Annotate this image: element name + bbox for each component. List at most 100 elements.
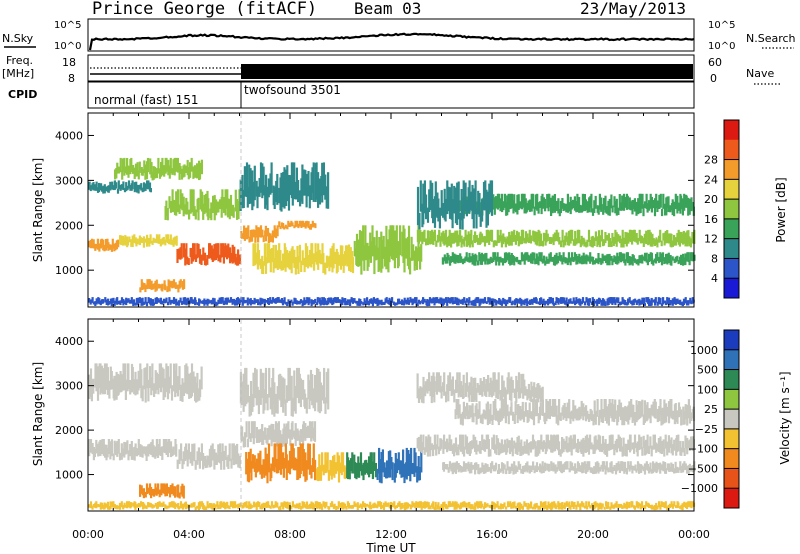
data-cell (388, 505, 391, 509)
data-cell (237, 503, 240, 509)
data-cell (439, 506, 442, 510)
cpid-segment-1: normal (fast) 151 (94, 93, 198, 107)
data-cell (583, 301, 587, 306)
data-cell (475, 297, 478, 303)
data-cell (119, 184, 122, 191)
data-cell (258, 178, 261, 197)
data-cell (262, 235, 265, 243)
data-cell (198, 162, 202, 180)
data-cell (468, 463, 471, 474)
data-cell (514, 442, 517, 454)
data-cell (576, 193, 579, 212)
data-cell (155, 234, 159, 244)
data-cell (365, 459, 368, 473)
data-cell (144, 367, 147, 403)
data-cell (350, 297, 353, 303)
data-cell (482, 409, 485, 419)
data-cell (245, 452, 248, 475)
data-cell (656, 239, 659, 248)
data-cell (351, 298, 355, 304)
data-cell (456, 182, 459, 225)
data-cell (484, 502, 487, 508)
data-cell (544, 501, 547, 509)
data-cell (526, 252, 529, 261)
data-cell (263, 298, 266, 306)
data-cell (241, 233, 244, 239)
data-cell (638, 298, 641, 306)
data-cell (442, 462, 446, 472)
data-cell (160, 162, 163, 177)
data-cell (674, 403, 677, 422)
data-cell (567, 252, 570, 263)
data-cell (479, 467, 482, 474)
data-cell (537, 202, 540, 214)
data-cell (223, 451, 226, 470)
data-cell (489, 403, 492, 421)
data-cell (558, 237, 561, 245)
data-cell (111, 238, 114, 249)
data-cell (389, 225, 392, 257)
data-cell (637, 502, 640, 509)
data-cell (636, 441, 639, 457)
data-cell (465, 502, 468, 509)
data-cell (430, 443, 433, 451)
data-cell (270, 299, 273, 304)
data-cell (576, 438, 580, 453)
data-cell (169, 201, 172, 213)
data-cell (299, 190, 302, 207)
data-cell (521, 300, 524, 305)
time-axis: 00:00 04:00 08:00 12:00 16:00 20:00 00:00 (72, 528, 710, 541)
data-cell (586, 201, 589, 213)
data-cell (178, 449, 181, 465)
data-cell (387, 451, 390, 478)
data-cell (297, 301, 300, 305)
data-cell (112, 453, 115, 461)
data-cell (134, 302, 137, 306)
data-cell (128, 236, 131, 243)
scatter-band-9 (252, 243, 355, 275)
data-cell (475, 440, 478, 455)
data-cell (540, 465, 543, 474)
data-cell (691, 202, 695, 210)
data-cell (472, 188, 475, 229)
data-cell (662, 439, 665, 452)
data-cell (337, 501, 340, 507)
colorbar-tick-label: 20 (704, 193, 718, 206)
data-cell (644, 505, 647, 509)
data-cell (319, 300, 322, 306)
data-cell (175, 444, 178, 457)
data-cell (356, 300, 359, 306)
data-cell (351, 452, 354, 474)
data-cell (486, 191, 489, 226)
data-cell (497, 464, 500, 474)
data-cell (364, 300, 367, 305)
data-cell (200, 366, 203, 390)
data-cell (669, 205, 672, 213)
data-cell (536, 466, 540, 471)
data-cell (102, 439, 105, 456)
data-cell (172, 446, 175, 455)
data-cell (590, 442, 593, 450)
data-cell (192, 166, 195, 179)
data-cell (673, 501, 676, 507)
data-cell (323, 367, 326, 404)
data-cell (392, 301, 395, 305)
data-cell (538, 506, 541, 510)
data-cell (610, 402, 613, 419)
data-cell (321, 452, 324, 472)
data-cell (514, 203, 517, 213)
data-cell (586, 298, 589, 306)
data-cell (237, 249, 240, 266)
data-cell (293, 162, 296, 200)
data-cell (252, 181, 255, 207)
data-cell (561, 297, 564, 304)
data-cell (519, 236, 522, 245)
data-cell (506, 299, 509, 305)
data-cell (324, 262, 327, 275)
data-cell (312, 427, 315, 441)
data-cell (322, 297, 325, 306)
data-cell (666, 230, 669, 244)
data-cell (557, 461, 560, 470)
data-cell (656, 301, 659, 306)
data-cell (166, 286, 169, 293)
